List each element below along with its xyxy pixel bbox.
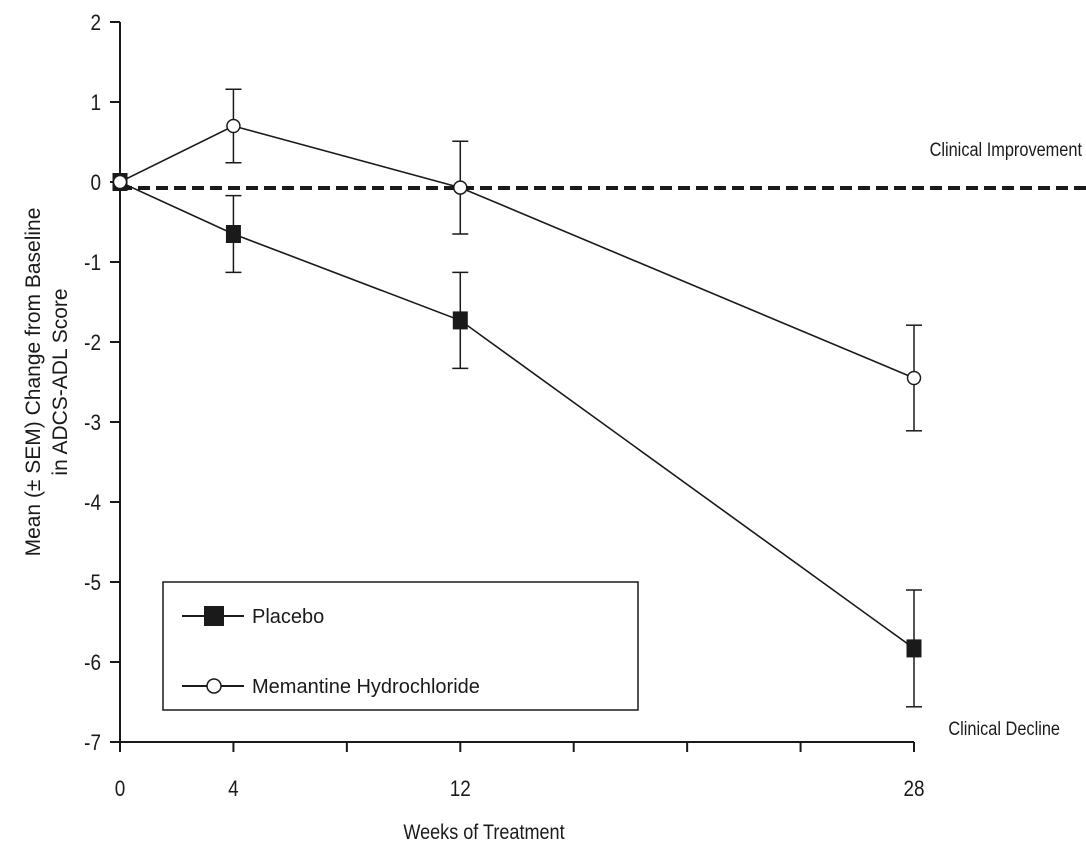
series-layer [112, 88, 922, 708]
data-point-placebo [452, 311, 468, 330]
y-tick-label: -1 [84, 251, 101, 276]
series-line-memantine-hydrochloride [119, 125, 915, 379]
y-tick-label: -3 [84, 411, 101, 436]
y-tick-label: 2 [90, 11, 101, 36]
y-axis-title-line1: Mean (± SEM) Change from Baseline [22, 208, 45, 557]
annotation-clinical-decline: Clinical Decline [948, 718, 1060, 739]
y-axis-title-line2: in ADCS-ADL Score [49, 288, 72, 475]
annotation-clinical-improvement: Clinical Improvement [930, 139, 1082, 160]
series-line-placebo [119, 181, 915, 650]
legend-box [162, 581, 639, 711]
y-tick-label: 0 [90, 171, 101, 196]
y-tick-label: -5 [84, 571, 101, 596]
y-tick-label: -2 [84, 331, 101, 356]
x-tick-label: 4 [228, 777, 239, 802]
x-tick-label: 12 [450, 777, 471, 802]
y-tick-label: -4 [84, 491, 101, 516]
data-point-memantine-hydrochloride [226, 118, 241, 134]
x-tick-label: 0 [115, 777, 126, 802]
y-tick-label: -7 [84, 731, 101, 756]
legend-label-placebo: Placebo [252, 606, 324, 628]
x-axis-title: Weeks of Treatment [403, 821, 565, 845]
data-point-placebo [906, 639, 922, 658]
x-ticks: 0 4 12 28 [115, 742, 925, 801]
x-tick-label: 28 [903, 777, 924, 802]
y-tick-label: -6 [84, 651, 101, 676]
y-tick-label: 1 [90, 91, 101, 116]
legend-marker-memantine [206, 678, 222, 694]
data-point-memantine-hydrochloride [906, 370, 922, 386]
data-point-memantine-hydrochloride [453, 180, 468, 195]
data-point-placebo [225, 225, 241, 243]
legend-label-memantine: Memantine Hydrochloride [252, 676, 480, 698]
legend: Placebo Memantine Hydrochloride [162, 581, 639, 711]
legend-marker-placebo [204, 606, 224, 626]
data-point-memantine-hydrochloride [112, 174, 128, 190]
y-ticks: 2 1 0 -1 -2 -3 -4 -5 -6 -7 [84, 11, 120, 756]
